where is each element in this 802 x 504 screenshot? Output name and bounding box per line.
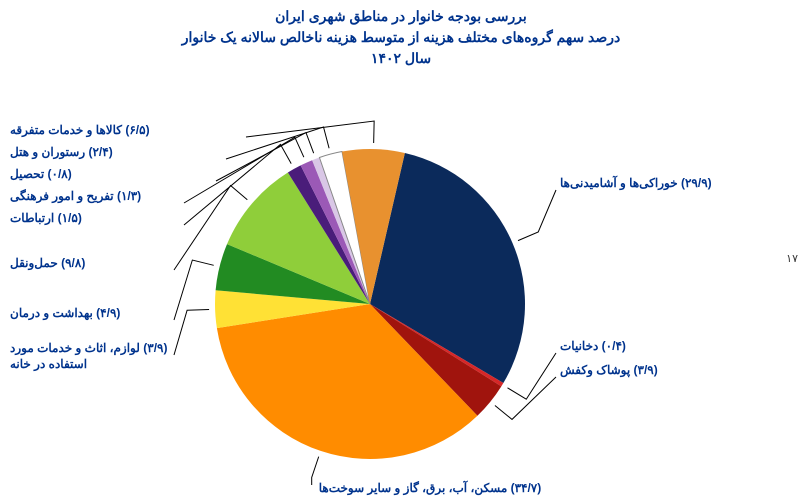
slice-label: (۳/۹) پوشاک وکفش <box>560 363 658 377</box>
slice-label: (۱/۵) ارتباطات <box>10 211 180 225</box>
slice-label: (۴/۹) بهداشت و درمان <box>10 306 170 320</box>
slice-label: (۲۹/۹) خوراکی‌ها و آشامیدنی‌ها <box>560 176 712 190</box>
slice-label: (۹/۸) حمل‌ونقل <box>10 256 170 270</box>
chart-title-block: بررسی بودجه خانوار در مناطق شهری ایران د… <box>0 0 802 69</box>
leader-line <box>174 309 209 355</box>
leader-line <box>174 260 214 320</box>
slice-label: (۳/۹) لوازم، اثاث و خدمات مورد استفاده د… <box>10 341 170 372</box>
title-line3: سال ۱۴۰۲ <box>0 48 802 69</box>
slice-label: (۰/۸) تحصیل <box>10 167 212 181</box>
slice-label: (۰/۴) دخانیات <box>560 339 626 353</box>
title-line2: درصد سهم گروه‌های مختلف هزینه از متوسط ه… <box>0 27 802 48</box>
leader-line <box>246 121 374 143</box>
leader-line <box>518 190 556 241</box>
leader-line <box>507 353 556 399</box>
slice-label: (۱/۳) تفریح و امور فرهنگی <box>10 189 180 203</box>
title-line1: بررسی بودجه خانوار در مناطق شهری ایران <box>0 6 802 27</box>
slice-label: (۶/۵) کالاها و خدمات متفرقه <box>10 123 242 137</box>
slice-label: (۳۴/۷) مسکن، آب، برق، گاز و سایر سوخت‌ها <box>280 481 580 495</box>
pie-chart: (۲۹/۹) خوراکی‌ها و آشامیدنی‌ها (۰/۴) دخان… <box>0 69 802 504</box>
slice-label: (۲/۴) رستوران و هتل <box>10 145 222 159</box>
page-number: ۱۷ <box>786 252 798 265</box>
